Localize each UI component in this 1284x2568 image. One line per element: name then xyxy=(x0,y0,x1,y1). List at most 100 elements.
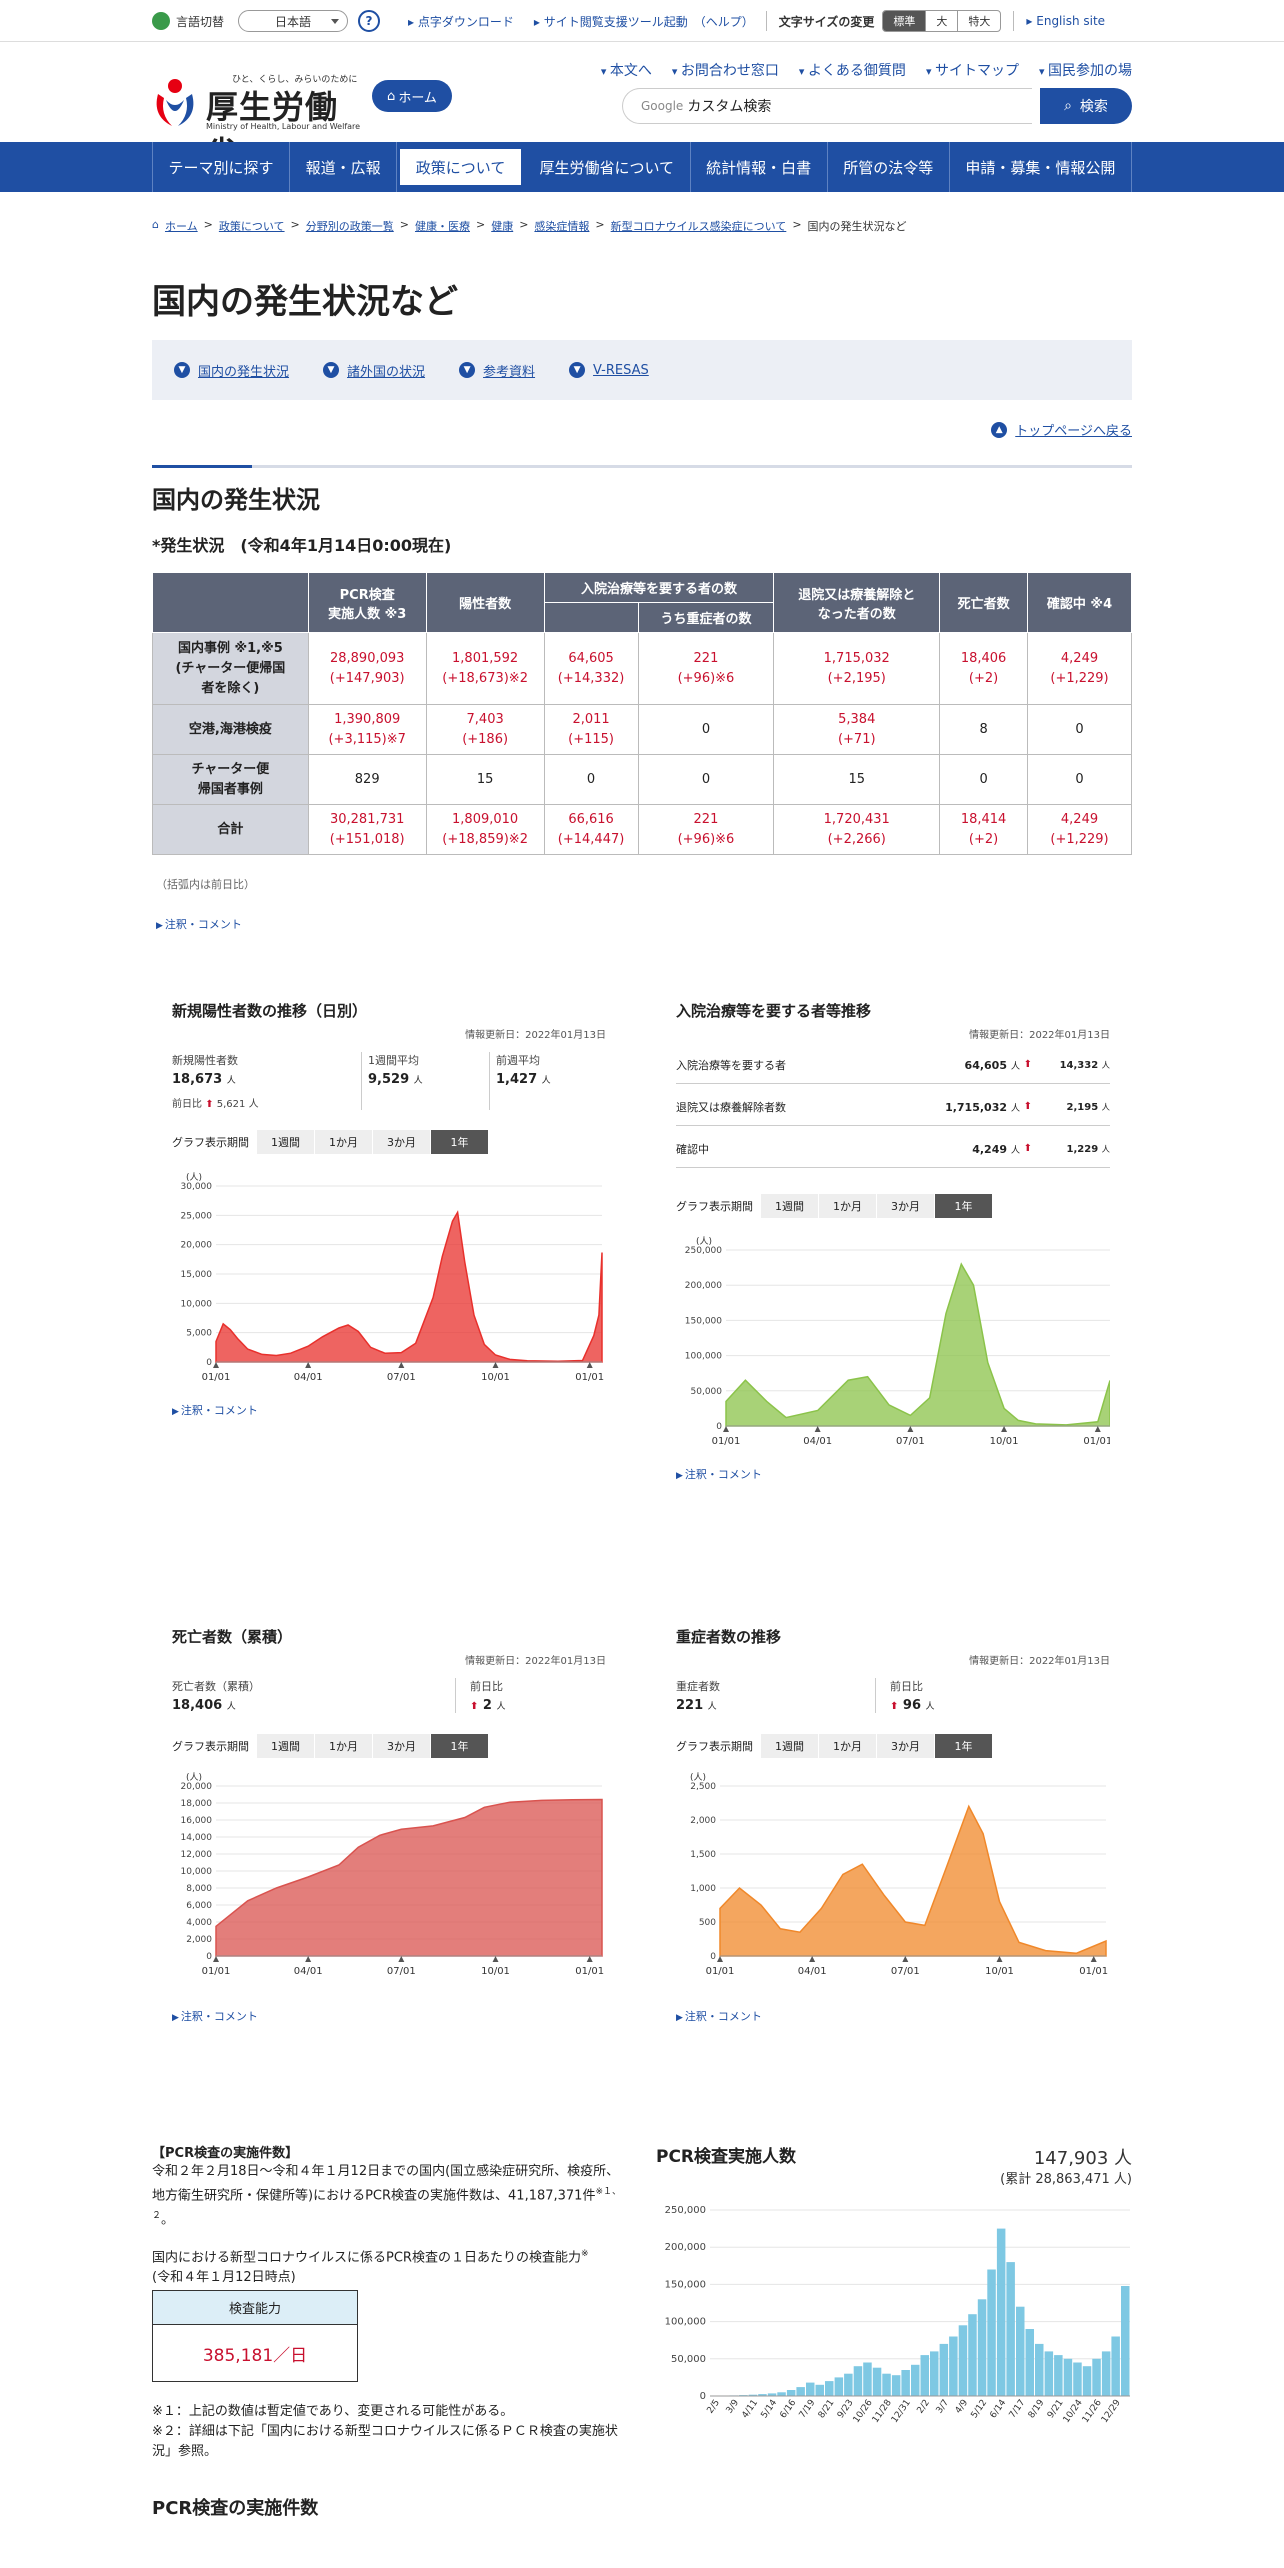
faq-link[interactable]: よくある御質問 xyxy=(799,60,906,80)
accessibility-tool-link[interactable]: サイト閲覧支援ツール起動 xyxy=(534,13,688,30)
period-1y-button[interactable]: 1年 xyxy=(935,1194,993,1218)
search-input[interactable]: Google カスタム検索 xyxy=(622,88,1032,124)
nav-laws[interactable]: 所管の法令等 xyxy=(828,142,950,192)
arrow-up-icon: ⬆ xyxy=(1023,1143,1032,1154)
participation-link[interactable]: 国民参加の場 xyxy=(1039,60,1132,80)
table-cell: 0 xyxy=(1027,754,1132,805)
breadcrumb-home[interactable]: ホーム xyxy=(164,220,198,233)
x-tick-marker xyxy=(398,1956,405,1962)
table-cell: 0 xyxy=(939,754,1029,805)
back-to-top-link[interactable]: ▲ トップページへ戻る xyxy=(991,420,1132,439)
comment-link[interactable]: 注釈・コメント xyxy=(676,1466,762,1482)
font-size-standard-button[interactable]: 標準 xyxy=(883,11,926,31)
nav-press[interactable]: 報道・広報 xyxy=(290,142,398,192)
nav-applications[interactable]: 申請・募集・情報公開 xyxy=(950,142,1132,192)
x-tick-label: 8/19 xyxy=(1027,2398,1047,2421)
period-3m-button[interactable]: 3か月 xyxy=(373,1734,431,1758)
kpi-value: 18,406 xyxy=(172,1698,223,1713)
pcr-chart-value: 147,903 人 xyxy=(1033,2148,1132,2169)
home-button[interactable]: ⌂ ホーム xyxy=(372,80,452,112)
x-tick-label: 8/21 xyxy=(817,2398,837,2420)
nav-statistics[interactable]: 統計情報・白書 xyxy=(691,142,828,192)
y-tick-label: 10,000 xyxy=(181,1867,213,1877)
x-tick-label: 4/9 xyxy=(954,2398,971,2416)
period-1y-button[interactable]: 1年 xyxy=(431,1734,489,1758)
period-3m-button[interactable]: 3か月 xyxy=(877,1734,935,1758)
breadcrumb-fields[interactable]: 分野別の政策一覧 xyxy=(305,220,394,233)
bar xyxy=(1063,2358,1073,2396)
language-select[interactable]: 日本語 xyxy=(238,10,349,32)
period-1m-button[interactable]: 1か月 xyxy=(819,1734,877,1758)
help-icon[interactable]: ? xyxy=(358,10,381,32)
period-3m-button[interactable]: 3か月 xyxy=(373,1130,431,1154)
x-tick-marker xyxy=(586,1362,593,1368)
bar xyxy=(1092,2358,1101,2396)
anchor-overseas[interactable]: ▼ 諸外国の状況 xyxy=(323,361,425,380)
search-button[interactable]: ⌕ 検索 xyxy=(1040,88,1132,124)
anchor-references[interactable]: ▼ 参考資料 xyxy=(459,361,535,380)
section-title: 国内の発生状況 xyxy=(152,486,320,514)
hospital-chart: (人) 0 50,000 100,000 150,000 200,000 250,000 01… xyxy=(685,1236,1110,1447)
period-1m-button[interactable]: 1か月 xyxy=(315,1130,373,1154)
breadcrumb: ⌂ ホーム > 政策について > 分野別の政策一覧 > 健康・医療 > 健康 > 感染症情… xyxy=(152,218,907,234)
arrow-up-icon: ⬆ xyxy=(1023,1059,1032,1070)
breadcrumb-current: 国内の発生状況など xyxy=(807,220,907,233)
stat-value: 1,715,032 xyxy=(945,1100,1007,1114)
x-tick-marker xyxy=(1094,1426,1101,1432)
breadcrumb-separator: > xyxy=(595,218,605,231)
table-cell: 7,403 (+186) xyxy=(425,704,545,755)
comment-link[interactable]: 注釈・コメント xyxy=(156,916,242,932)
deaths-chart: (人) 0 2,000 4,000 6,000 8,000 10,000 12,000 14,0… xyxy=(181,1772,605,1977)
comment-link[interactable]: 注釈・コメント xyxy=(676,2008,762,2024)
nav-about[interactable]: 厚生労働省について xyxy=(524,142,691,192)
breadcrumb-covid[interactable]: 新型コロナウイルス感染症について xyxy=(610,220,787,233)
mhlw-logo[interactable]: ひと、くらし、みらいのために 厚生労働省 Ministry of Health,… xyxy=(152,72,362,172)
breadcrumb-separator: > xyxy=(399,218,409,231)
font-size-large-button[interactable]: 大 xyxy=(925,11,957,31)
table-cell: 5,384 (+71) xyxy=(773,704,941,755)
sitemap-link[interactable]: サイトマップ xyxy=(926,60,1019,80)
breadcrumb-health-medical[interactable]: 健康・医療 xyxy=(414,220,470,233)
nav-policy[interactable]: 政策について xyxy=(397,146,524,188)
skip-to-content-link[interactable]: 本文へ xyxy=(601,60,652,80)
period-1m-button[interactable]: 1か月 xyxy=(819,1194,877,1218)
period-3m-button[interactable]: 3か月 xyxy=(877,1194,935,1218)
y-tick-label: 18,000 xyxy=(181,1799,213,1809)
period-1w-button[interactable]: 1週間 xyxy=(257,1130,315,1154)
comment-link[interactable]: 注釈・コメント xyxy=(172,1402,258,1418)
breadcrumb-infection[interactable]: 感染症情報 xyxy=(534,220,590,233)
x-tick-marker xyxy=(723,1426,729,1432)
breadcrumb-health[interactable]: 健康 xyxy=(491,220,514,233)
anchor-vresas[interactable]: ▼ V-RESAS xyxy=(569,362,649,378)
pcr-chart-title: PCR検査実施人数 xyxy=(656,2147,797,2167)
x-tick-marker xyxy=(717,1956,723,1962)
comment-link[interactable]: 注釈・コメント xyxy=(172,2008,258,2024)
period-1w-button[interactable]: 1週間 xyxy=(761,1734,819,1758)
font-size-xlarge-button[interactable]: 特大 xyxy=(957,11,1000,31)
period-1w-button[interactable]: 1週間 xyxy=(761,1194,819,1218)
english-site-link[interactable]: English site xyxy=(1026,14,1105,28)
y-tick-label: 30,000 xyxy=(181,1182,213,1192)
stat-unit: 人 xyxy=(1101,1101,1110,1112)
chevron-up-icon: ▲ xyxy=(991,421,1008,438)
x-tick-label: 07/01 xyxy=(387,1966,416,1977)
anchor-domestic[interactable]: ▼ 国内の発生状況 xyxy=(174,361,289,380)
table-cell: 221 (+96)※6 xyxy=(637,804,775,855)
table-cell: 4,249 (+1,229) xyxy=(1027,632,1132,705)
x-tick-marker xyxy=(398,1362,405,1368)
nav-theme[interactable]: テーマ別に探す xyxy=(152,142,291,192)
period-1m-button[interactable]: 1か月 xyxy=(315,1734,373,1758)
period-1w-button[interactable]: 1週間 xyxy=(257,1734,315,1758)
help-link[interactable]: （ヘルプ） xyxy=(693,14,754,29)
y-tick-label: 0 xyxy=(710,1952,716,1962)
bar xyxy=(1054,2355,1063,2396)
braille-download-link[interactable]: 点字ダウンロード xyxy=(408,13,514,30)
x-tick-marker xyxy=(492,1956,499,1962)
period-1y-button[interactable]: 1年 xyxy=(431,1130,489,1154)
period-1y-button[interactable]: 1年 xyxy=(935,1734,993,1758)
contact-link[interactable]: お問合わせ窓口 xyxy=(672,60,779,80)
table-cell: 1,720,431 (+2,266) xyxy=(773,804,941,855)
breadcrumb-policy[interactable]: 政策について xyxy=(218,220,285,233)
period-selector: グラフ表示期間 1週間 1か月 3か月 1年 xyxy=(172,1130,489,1154)
